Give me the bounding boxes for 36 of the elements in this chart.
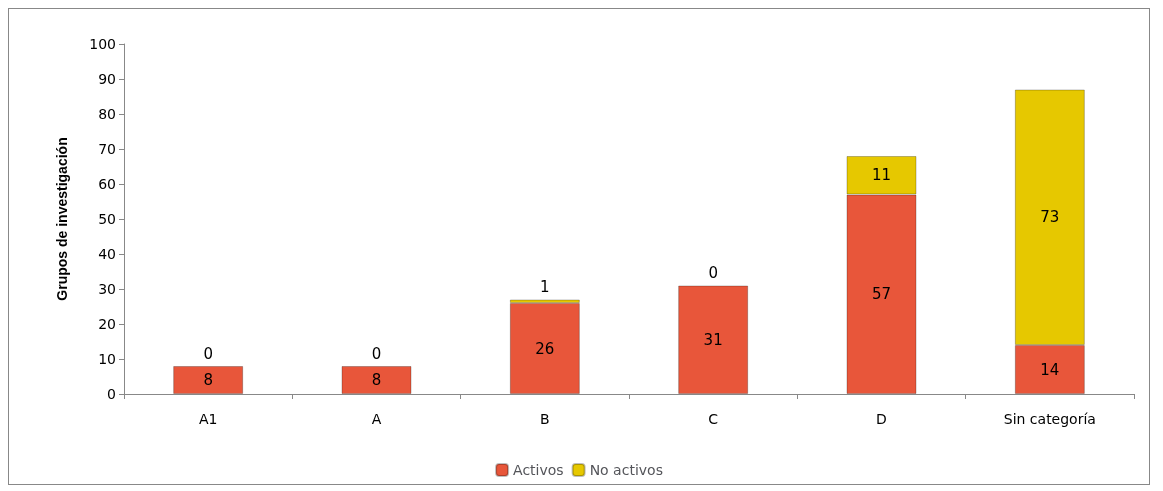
data-label: 8 [371, 371, 382, 389]
data-label: 0 [708, 264, 718, 282]
y-tick-label: 50 [98, 211, 116, 227]
legend-label: No activos [589, 462, 663, 478]
data-label: 1 [540, 278, 550, 296]
y-axis-title: Grupos de investigación [54, 137, 70, 301]
data-label: 11 [871, 166, 892, 185]
y-tick-label: 90 [98, 71, 116, 87]
y-tick-label: 70 [98, 141, 116, 157]
x-tick-label: Sin categoría [1003, 411, 1096, 427]
y-tick-label: 30 [98, 281, 116, 297]
y-tick-label: 0 [107, 386, 116, 402]
x-tick-label: D [876, 411, 887, 427]
bar [341, 366, 412, 394]
data-label: 0 [371, 344, 382, 363]
y-tick-label: 80 [98, 106, 116, 122]
y-tick-label: 40 [98, 246, 116, 262]
legend-label: Activos [513, 462, 564, 478]
data-label: 31 [703, 330, 723, 349]
bar [678, 285, 749, 394]
y-tick-label: 100 [89, 36, 116, 52]
y-tick-label: 10 [98, 351, 116, 367]
data-label: 8 [203, 371, 213, 389]
y-tick-label: 60 [98, 176, 116, 192]
bar [173, 366, 244, 394]
data-label: 73 [1040, 208, 1060, 227]
data-label: 26 [535, 339, 555, 358]
bar [509, 303, 580, 394]
x-tick-label: A [371, 411, 382, 427]
y-tick-label: 20 [98, 316, 116, 332]
data-label: 0 [203, 344, 213, 363]
x-tick-label: A1 [198, 411, 218, 427]
x-tick-label: B [540, 411, 550, 427]
data-label: 57 [871, 285, 892, 304]
x-tick-label: C [708, 411, 719, 427]
data-label: 14 [1040, 360, 1060, 379]
